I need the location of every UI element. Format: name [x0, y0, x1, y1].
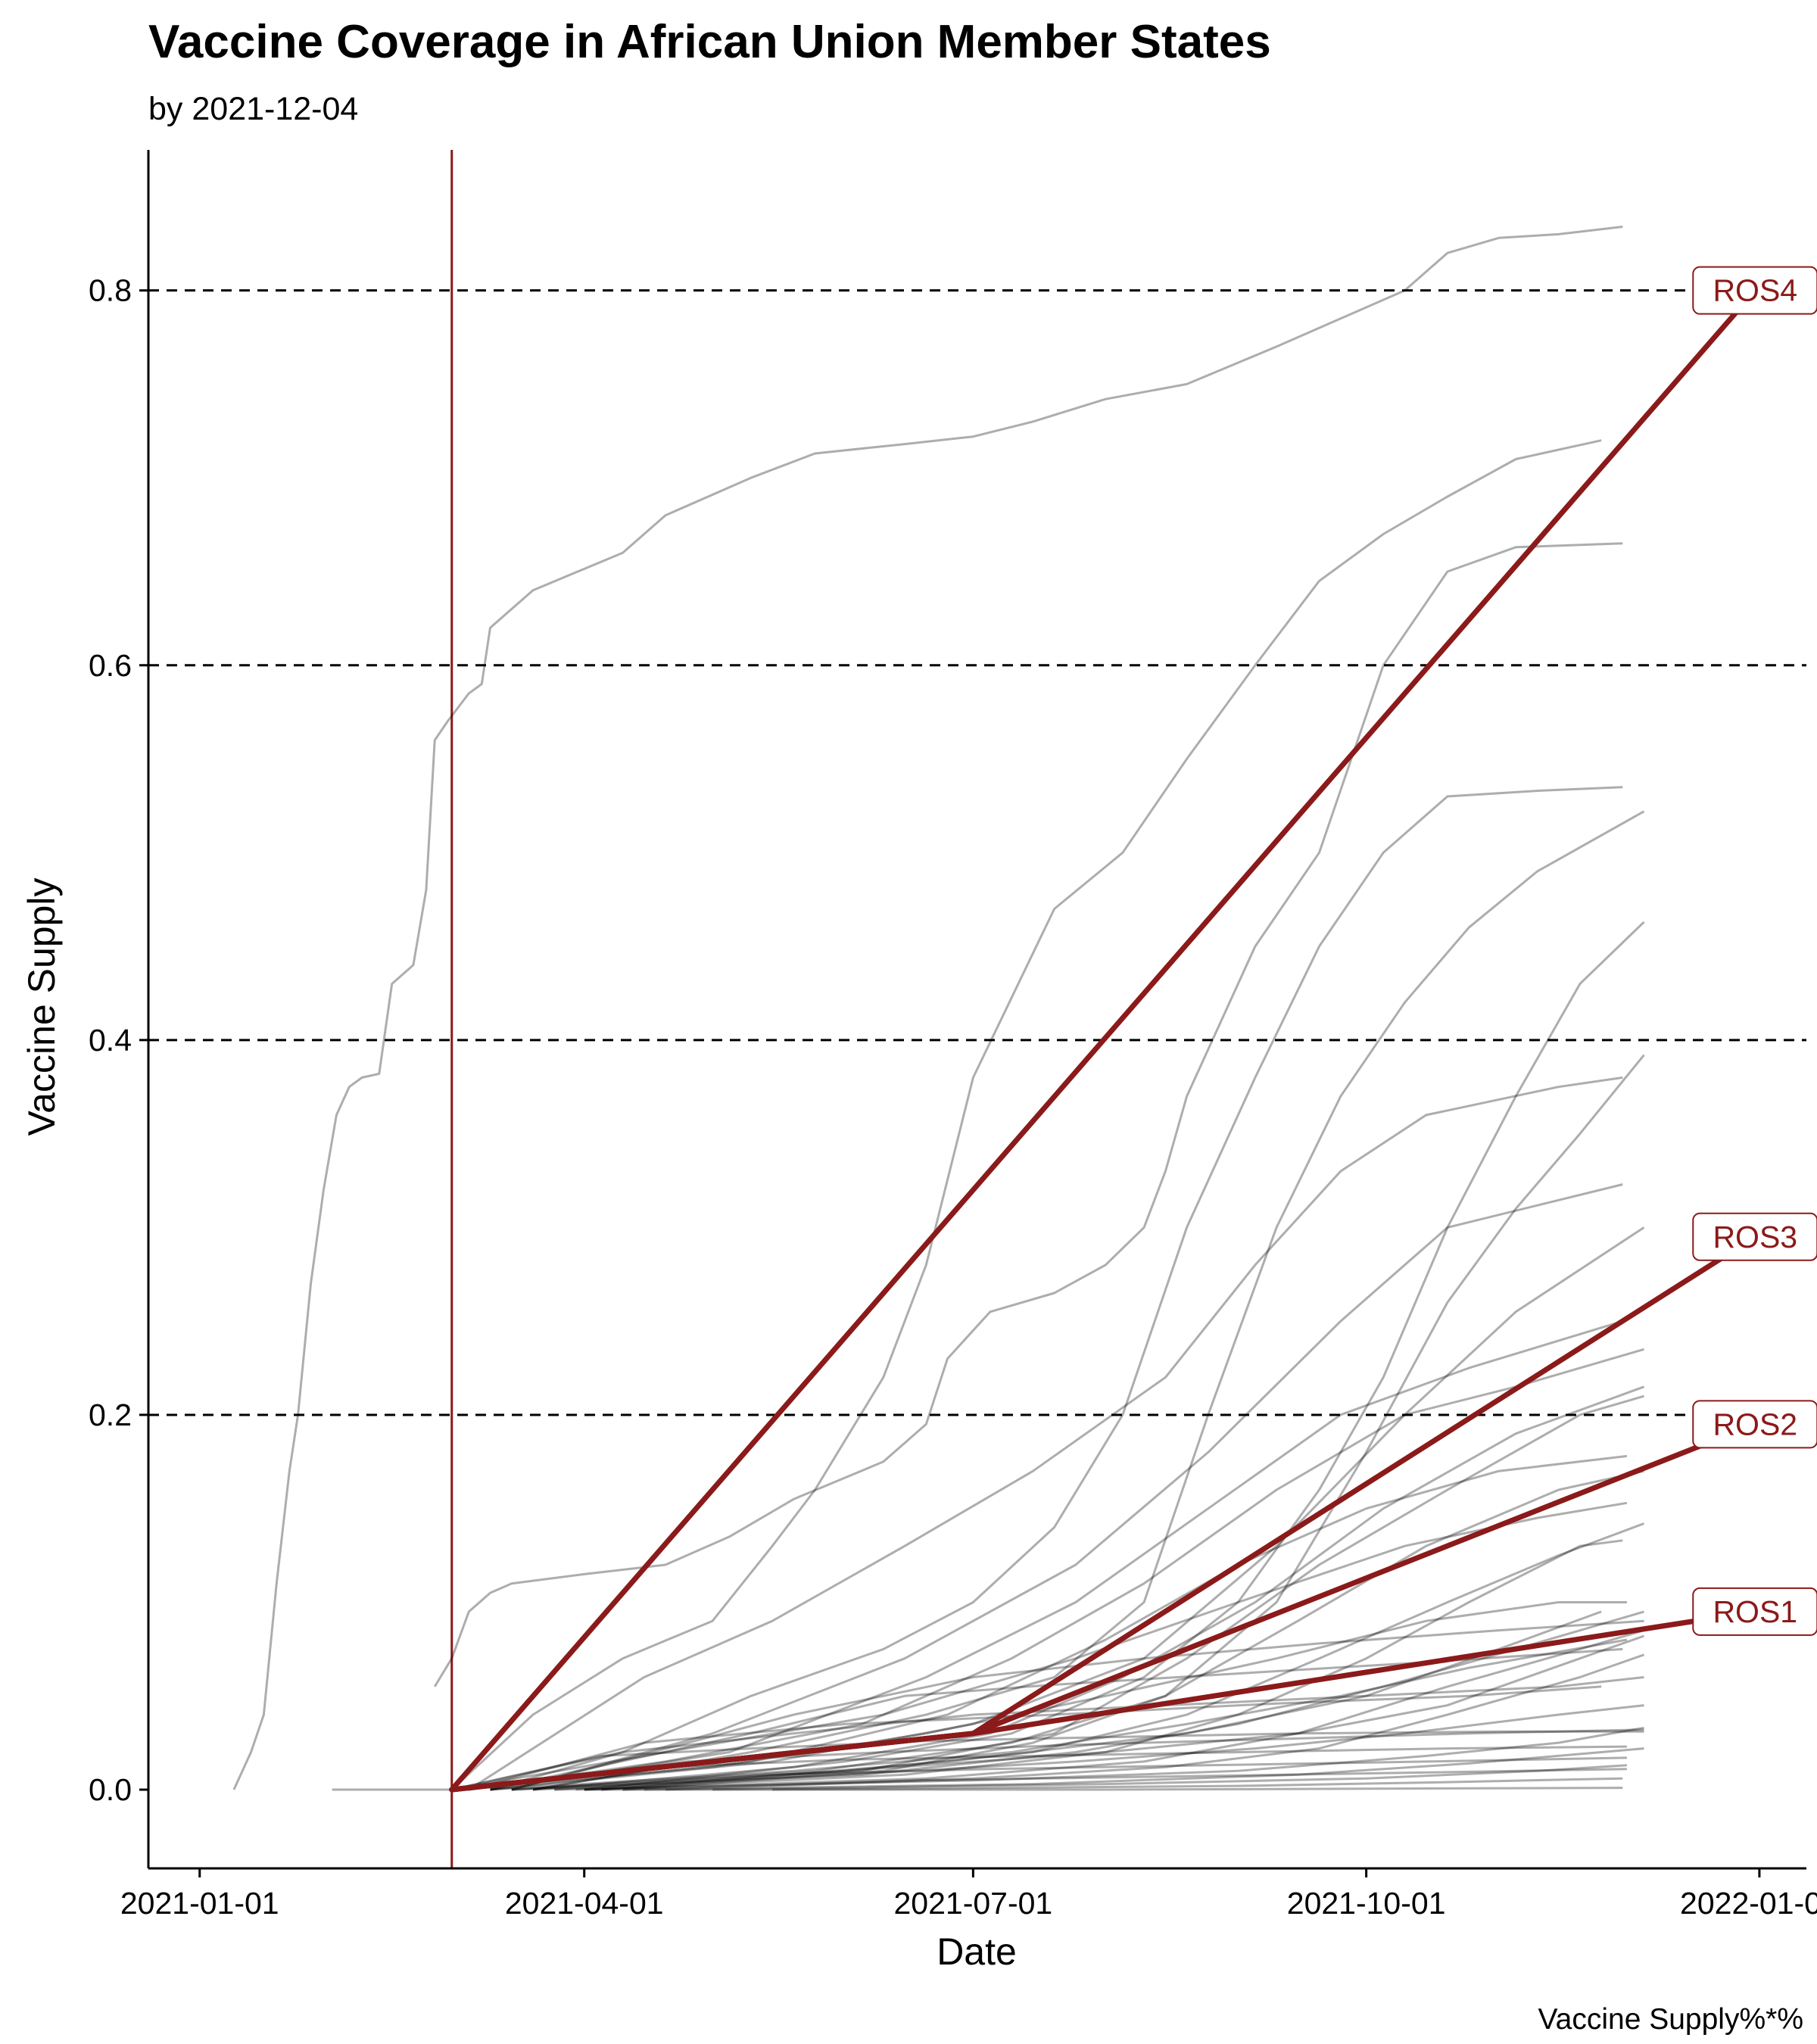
ros-label-text: ROS4	[1713, 273, 1797, 308]
ros-label-text: ROS2	[1713, 1407, 1797, 1441]
country-line-38	[665, 1768, 1627, 1791]
country-line-17	[511, 1522, 1645, 1791]
country-line-21	[584, 1629, 1644, 1791]
country-line-37	[554, 1756, 1627, 1791]
country-line-12	[532, 1385, 1645, 1791]
ros-label-box	[1692, 1587, 1817, 1636]
ros-label-text: ROS3	[1713, 1220, 1797, 1254]
reference-lines	[148, 150, 1806, 1868]
ros-series-group	[449, 288, 1758, 1793]
country-line-35	[451, 1676, 1644, 1791]
country-line-32	[468, 1685, 1602, 1791]
country-line-39	[575, 1634, 1644, 1791]
country-line-19	[451, 1601, 1627, 1791]
country-line-0	[232, 226, 1623, 1790]
y-tick-label: 0.8	[89, 273, 132, 308]
country-line-34	[511, 1619, 1644, 1791]
y-tick-label: 0.6	[89, 648, 132, 683]
country-line-26	[644, 1747, 1644, 1791]
country-line-13	[601, 1394, 1644, 1791]
axes: 0.0 0.2 0.4 0.6 0.8 2021-01-01 2021-04-01 2021-…	[89, 150, 1817, 1921]
country-line-29	[584, 1787, 1623, 1791]
x-axis-title: Date	[937, 1930, 1017, 1973]
ros-line-ros4	[449, 288, 1758, 1793]
country-line-27	[712, 1764, 1627, 1791]
x-tick-label: 2022-01-01	[1680, 1886, 1817, 1921]
country-line-25	[554, 1726, 1644, 1791]
ros-label-ros3: ROS3	[1692, 1212, 1817, 1261]
country-line-3	[490, 786, 1623, 1791]
y-tick-label: 0.2	[89, 1397, 132, 1432]
country-line-2	[450, 439, 1602, 1791]
x-tick-label: 2021-10-01	[1287, 1886, 1446, 1921]
country-line-4	[532, 810, 1645, 1791]
country-line-18	[584, 1539, 1623, 1791]
ros-label-box	[1692, 1400, 1817, 1449]
chart-subtitle: by 2021-12-04	[148, 91, 358, 127]
country-line-24	[511, 1704, 1644, 1791]
country-line-7	[622, 1054, 1645, 1791]
country-line-23	[622, 1653, 1644, 1791]
country-line-8	[511, 1183, 1623, 1791]
country-line-11	[469, 1348, 1644, 1791]
ros-label-ros2: ROS2	[1692, 1400, 1817, 1449]
x-tick-label: 2021-01-01	[120, 1886, 279, 1921]
country-line-10	[490, 1320, 1623, 1791]
country-line-1	[433, 542, 1623, 1687]
y-tick-label: 0.0	[89, 1772, 132, 1807]
country-line-28	[772, 1777, 1623, 1791]
chart-caption: Vaccine Supply%*%	[1538, 2003, 1803, 2036]
country-line-6	[468, 1076, 1623, 1791]
ros-label-ros4: ROS4	[1692, 266, 1817, 315]
ros-label-ros1: ROS1	[1692, 1587, 1817, 1636]
x-tick-label: 2021-04-01	[505, 1886, 664, 1921]
ros-labels-group: ROS1 ROS2 ROS3 ROS4	[1692, 266, 1817, 1636]
country-line-30	[451, 1730, 1644, 1791]
y-axis-title: Vaccine Supply	[20, 878, 63, 1136]
x-tick-label: 2021-07-01	[893, 1886, 1052, 1921]
ros-label-box	[1692, 1212, 1817, 1261]
country-line-15	[511, 1469, 1644, 1791]
country-line-36	[469, 1728, 1644, 1791]
country-line-22	[490, 1638, 1628, 1791]
ros-line-ros3	[449, 1234, 1758, 1793]
ros-label-box	[1692, 266, 1817, 315]
ros-label-text: ROS1	[1713, 1594, 1797, 1629]
chart-title: Vaccine Coverage in African Union Member…	[148, 16, 1271, 68]
country-line-5	[584, 921, 1645, 1791]
y-tick-label: 0.4	[89, 1023, 132, 1058]
country-line-40	[601, 1610, 1602, 1791]
